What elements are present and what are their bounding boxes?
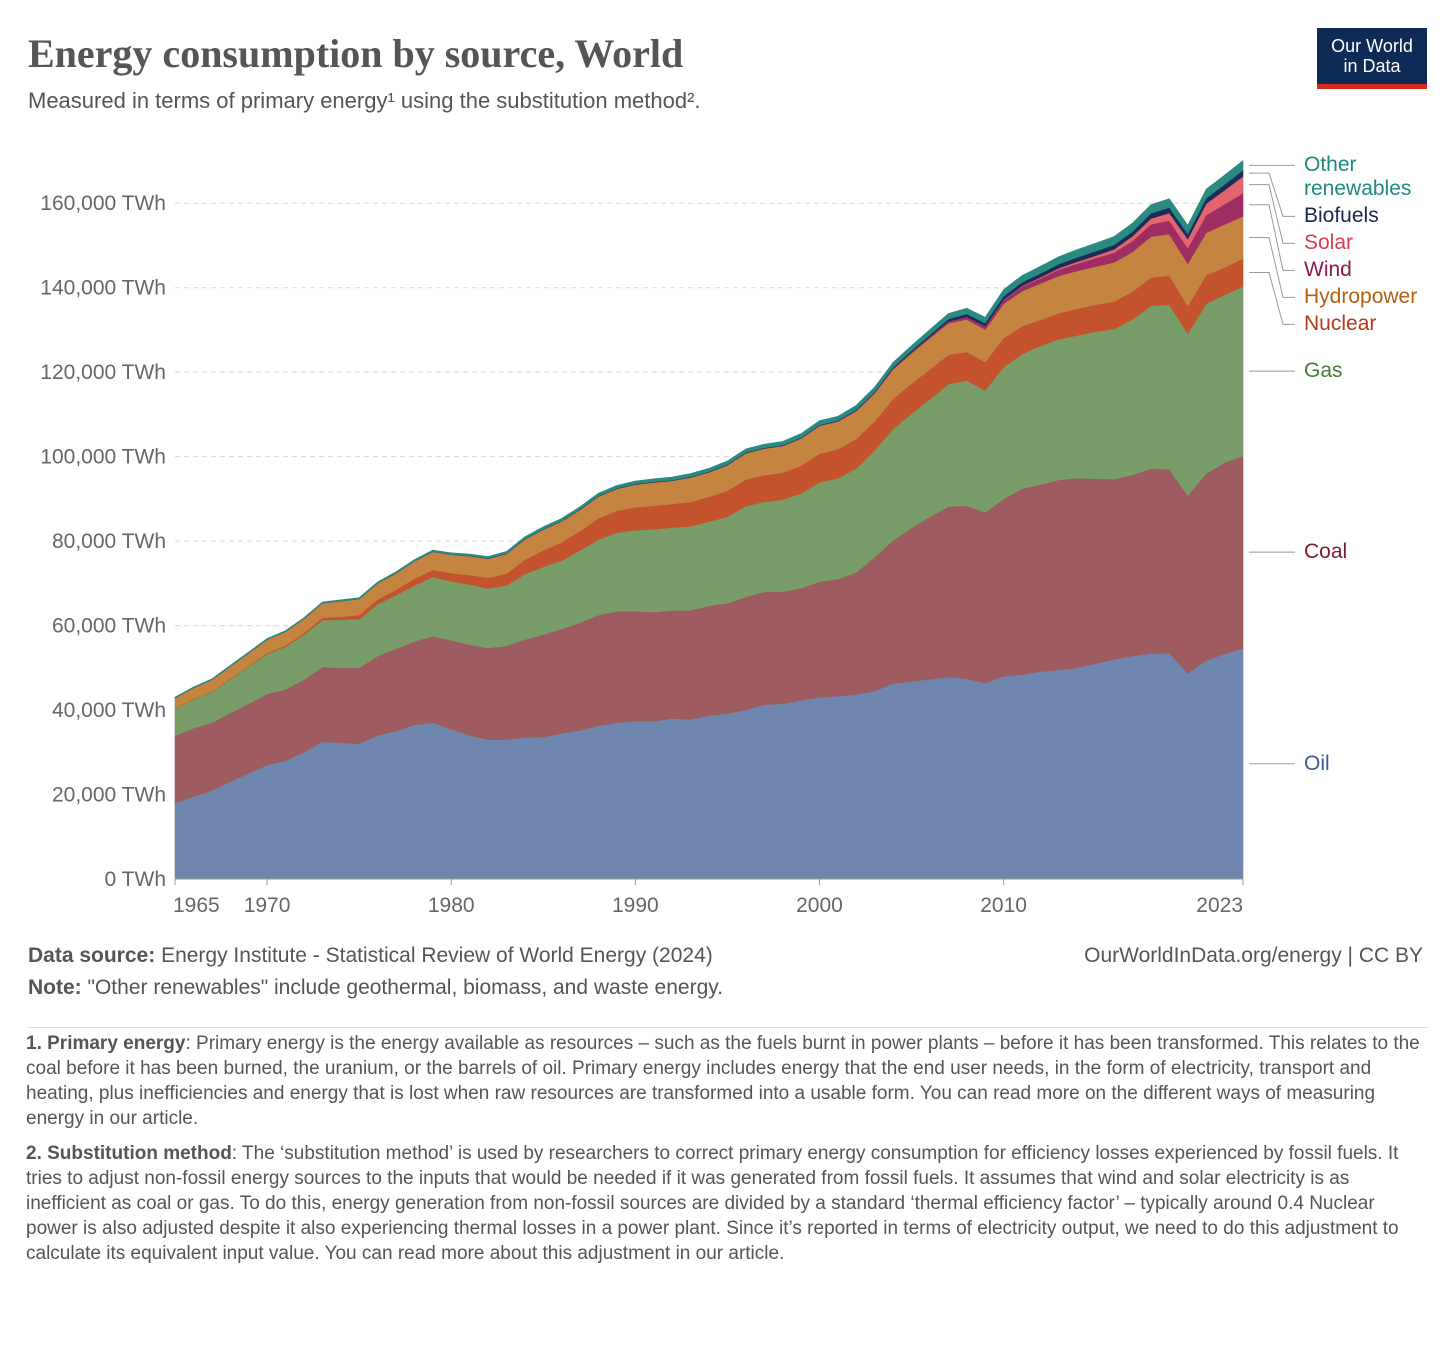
footnote: 1. Primary energy: Primary energy is the… [26, 1031, 1426, 1131]
x-tick-label: 1990 [612, 894, 659, 917]
legend-label: Solar [1304, 231, 1354, 255]
note-text: "Other renewables" include geothermal, b… [87, 976, 724, 999]
legend-label: Nuclear [1304, 312, 1377, 336]
y-tick-label: 120,000 TWh [40, 361, 166, 384]
y-tick-label: 40,000 TWh [52, 699, 166, 722]
note-label: Note: [28, 976, 82, 999]
legend-label: Gas [1304, 359, 1343, 383]
x-tick-label: 2010 [980, 894, 1027, 917]
legend-leader [1249, 172, 1295, 217]
legend-label: Oil [1304, 751, 1330, 775]
y-tick-label: 100,000 TWh [40, 446, 166, 469]
legend-label: Other renewables [1304, 153, 1412, 201]
legend-leader [1249, 184, 1295, 244]
x-tick-label: 2023 [1196, 894, 1243, 917]
logo-text: in Data [1343, 56, 1401, 76]
data-source: Data source: Energy Institute - Statisti… [28, 944, 713, 968]
y-tick-label: 0 TWh [105, 868, 166, 891]
footnote-label: 1. Primary energy [26, 1033, 186, 1054]
legend-label: Hydropower [1304, 285, 1418, 309]
separator [28, 1027, 1428, 1028]
logo-text: Our World [1331, 36, 1413, 56]
legend-label: Coal [1304, 540, 1348, 564]
x-tick-label: 2000 [796, 894, 843, 917]
legend-leader [1249, 236, 1295, 298]
legend-label: Wind [1304, 258, 1352, 282]
source-label: Data source: [28, 944, 156, 967]
y-tick-label: 60,000 TWh [52, 615, 166, 638]
footnotes: 1. Primary energy: Primary energy is the… [26, 1031, 1426, 1276]
logo[interactable]: Our World in Data [1317, 28, 1427, 89]
y-tick-label: 160,000 TWh [40, 192, 166, 215]
chart: 0 TWh 20,000 TWh 40,000 TWh 60,000 TWh 80,00… [40, 159, 1295, 917]
y-tick-label: 140,000 TWh [40, 277, 166, 300]
x-tick-label: 1970 [244, 894, 291, 917]
area [174, 159, 1244, 699]
y-tick-label: 80,000 TWh [52, 530, 166, 553]
legend-leader [1249, 272, 1295, 325]
legend-label: Biofuels [1304, 204, 1379, 228]
footnote-text: : The ‘substitution method’ is used by r… [26, 1143, 1399, 1264]
source-text: Energy Institute - Statistical Review of… [161, 944, 713, 967]
note: Note: "Other renewables" include geother… [28, 976, 723, 1000]
footnote: 2. Substitution method: The ‘substitutio… [26, 1141, 1426, 1266]
x-tick-label: 1965 [173, 894, 220, 917]
chart-subtitle: Measured in terms of primary energy¹ usi… [28, 88, 701, 113]
footnote-label: 2. Substitution method [26, 1143, 232, 1164]
y-tick-label: 20,000 TWh [52, 784, 166, 807]
x-tick-label: 1980 [428, 894, 475, 917]
footnote-text: : Primary energy is the energy available… [26, 1033, 1420, 1129]
legend-leader [1249, 204, 1295, 271]
site-link[interactable]: OurWorldInData.org/energy | CC BY [1084, 944, 1423, 967]
chart-title: Energy consumption by source, World [28, 31, 684, 76]
